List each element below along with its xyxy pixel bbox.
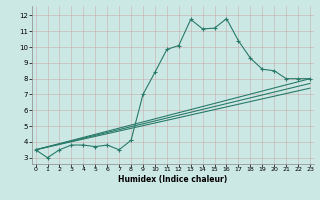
X-axis label: Humidex (Indice chaleur): Humidex (Indice chaleur) — [118, 175, 228, 184]
